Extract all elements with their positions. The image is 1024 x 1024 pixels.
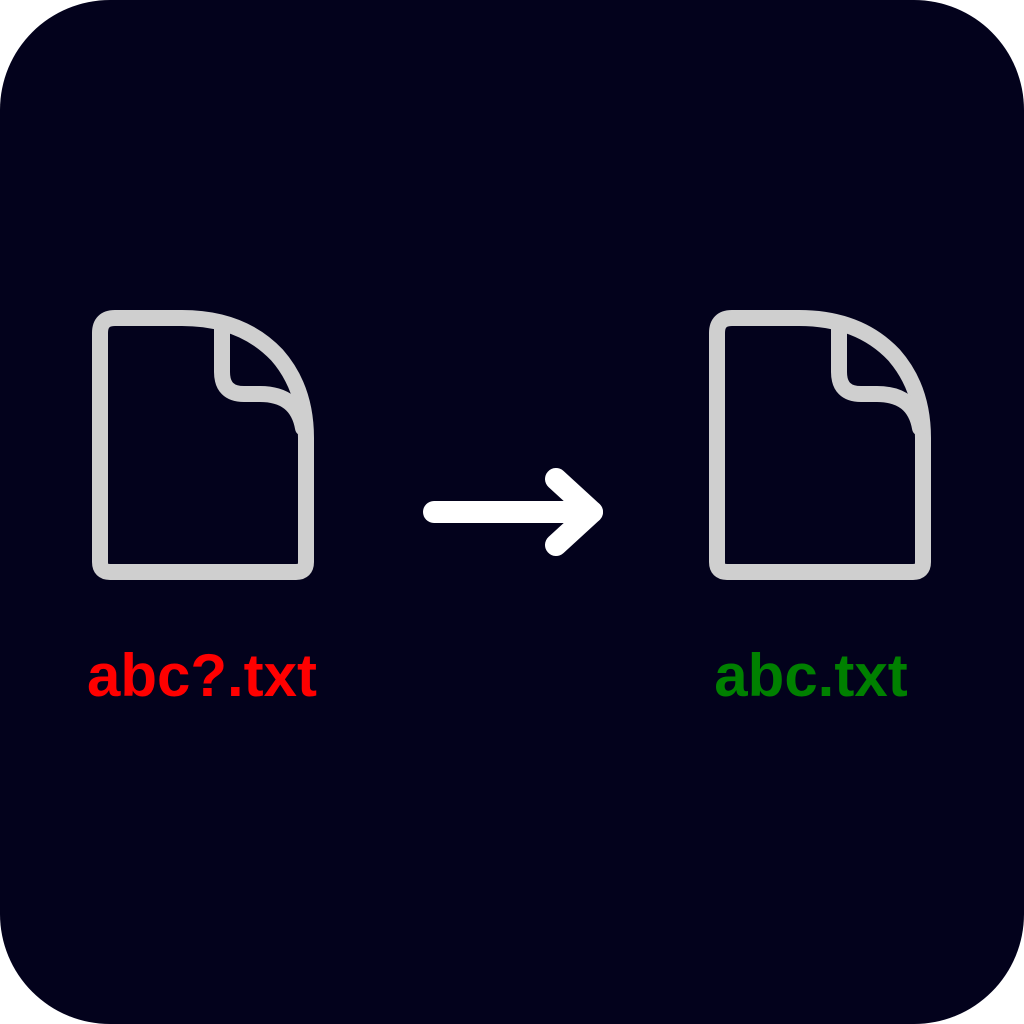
valid-filename: abc.txt (714, 642, 908, 709)
file-icon (92, 310, 314, 580)
file-icon (709, 310, 931, 580)
arrow-right-icon (423, 468, 603, 556)
invalid-filename: abc?.txt (86, 642, 318, 709)
